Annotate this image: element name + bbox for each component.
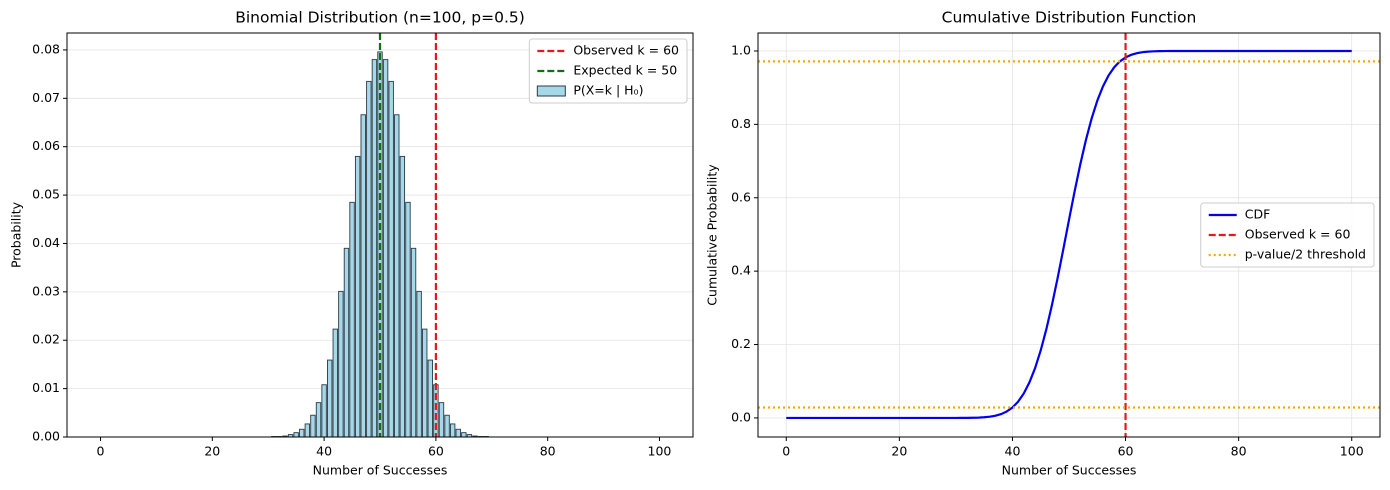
y-tick-label: 0.0 bbox=[731, 409, 751, 424]
y-tick-label: 0.2 bbox=[731, 336, 751, 351]
bar bbox=[321, 384, 327, 438]
y-tick-label: 0.6 bbox=[731, 189, 751, 204]
bar bbox=[449, 423, 456, 438]
x-tick-label: 20 bbox=[204, 444, 220, 459]
bar bbox=[455, 428, 461, 438]
x-tick-label: 60 bbox=[428, 444, 444, 459]
x-axis-label: Number of Successes bbox=[313, 463, 448, 478]
y-tick-label: 0.01 bbox=[32, 380, 60, 395]
legend-label: CDF bbox=[1245, 207, 1271, 222]
chart-title: Binomial Distribution (n=100, p=0.5) bbox=[235, 9, 525, 27]
bar bbox=[444, 414, 450, 438]
bar bbox=[438, 402, 445, 438]
bar bbox=[388, 80, 394, 438]
y-tick-label: 1.0 bbox=[731, 42, 751, 57]
x-axis-label: Number of Successes bbox=[1002, 463, 1137, 478]
bar bbox=[416, 290, 422, 438]
cdf-line bbox=[786, 49, 1352, 420]
bar bbox=[310, 414, 316, 438]
bar bbox=[299, 428, 305, 438]
bar bbox=[354, 155, 361, 438]
y-axis-label: Probability bbox=[9, 201, 24, 268]
legend-label: P(X=k | H₀) bbox=[573, 83, 643, 98]
subplot: 0.0 0.2 0.4 0.6 0.8 1.0 0 20 40 60 80 100 Cumulative… bbox=[705, 9, 1381, 478]
y-tick-label: 0.04 bbox=[32, 235, 60, 250]
legend-label: p-value/2 threshold bbox=[1245, 247, 1366, 262]
bar bbox=[366, 80, 372, 438]
x-tick-label: 100 bbox=[1340, 444, 1364, 459]
legend-label: Observed k = 60 bbox=[573, 43, 679, 58]
x-tick-label: 80 bbox=[540, 444, 556, 459]
bar bbox=[382, 59, 389, 438]
bar bbox=[422, 328, 428, 438]
y-tick-label: 0.03 bbox=[32, 283, 60, 298]
bar bbox=[461, 432, 467, 438]
legend: Observed k = 60 Expected k = 50 P(X=k | H₀… bbox=[528, 38, 688, 104]
y-tick-label: 0.07 bbox=[32, 90, 60, 105]
bar bbox=[394, 114, 400, 438]
y-tick-label: 0.00 bbox=[32, 429, 60, 444]
bar bbox=[304, 423, 311, 438]
y-tick-label: 0.05 bbox=[32, 187, 60, 202]
bar bbox=[293, 432, 299, 438]
legend: CDF Observed k = 60 p-value/2 threshold bbox=[1200, 202, 1375, 268]
x-tick-label: 80 bbox=[1231, 444, 1247, 459]
bar bbox=[349, 201, 355, 438]
y-tick-label: 0.02 bbox=[32, 332, 60, 347]
bar bbox=[343, 247, 350, 438]
bar bbox=[399, 155, 406, 438]
bar bbox=[332, 328, 338, 438]
chart-title: Cumulative Distribution Function bbox=[942, 9, 1197, 27]
y-tick-label: 0.8 bbox=[731, 116, 751, 131]
axes-frame bbox=[757, 32, 1381, 438]
legend-swatch bbox=[536, 85, 566, 97]
x-tick-label: 40 bbox=[316, 444, 332, 459]
legend-box bbox=[528, 38, 688, 104]
legend-box bbox=[1200, 202, 1375, 268]
bar bbox=[360, 114, 366, 438]
y-tick-label: 0.4 bbox=[731, 263, 751, 278]
legend-label: Expected k = 50 bbox=[573, 63, 677, 78]
bar bbox=[327, 359, 333, 438]
x-tick-label: 0 bbox=[97, 444, 105, 459]
x-tick-label: 40 bbox=[1005, 444, 1021, 459]
axes-frame bbox=[66, 32, 694, 438]
y-tick-label: 0.06 bbox=[32, 138, 60, 153]
bar bbox=[427, 359, 433, 438]
subplot: 0.00 0.01 0.02 0.03 0.04 0.05 0.06 0.07 0.08 0 20 4… bbox=[9, 9, 694, 478]
y-axis-label: Cumulative Probability bbox=[705, 164, 720, 306]
x-tick-label: 0 bbox=[782, 444, 790, 459]
bar bbox=[371, 59, 378, 438]
bar bbox=[315, 402, 322, 438]
x-tick-label: 20 bbox=[891, 444, 907, 459]
y-tick-label: 0.08 bbox=[32, 41, 60, 56]
x-tick-label: 60 bbox=[1118, 444, 1134, 459]
x-tick-label: 100 bbox=[648, 444, 672, 459]
bar bbox=[405, 201, 411, 438]
bar bbox=[338, 290, 344, 438]
legend-label: Observed k = 60 bbox=[1245, 227, 1351, 242]
bar bbox=[410, 247, 417, 438]
